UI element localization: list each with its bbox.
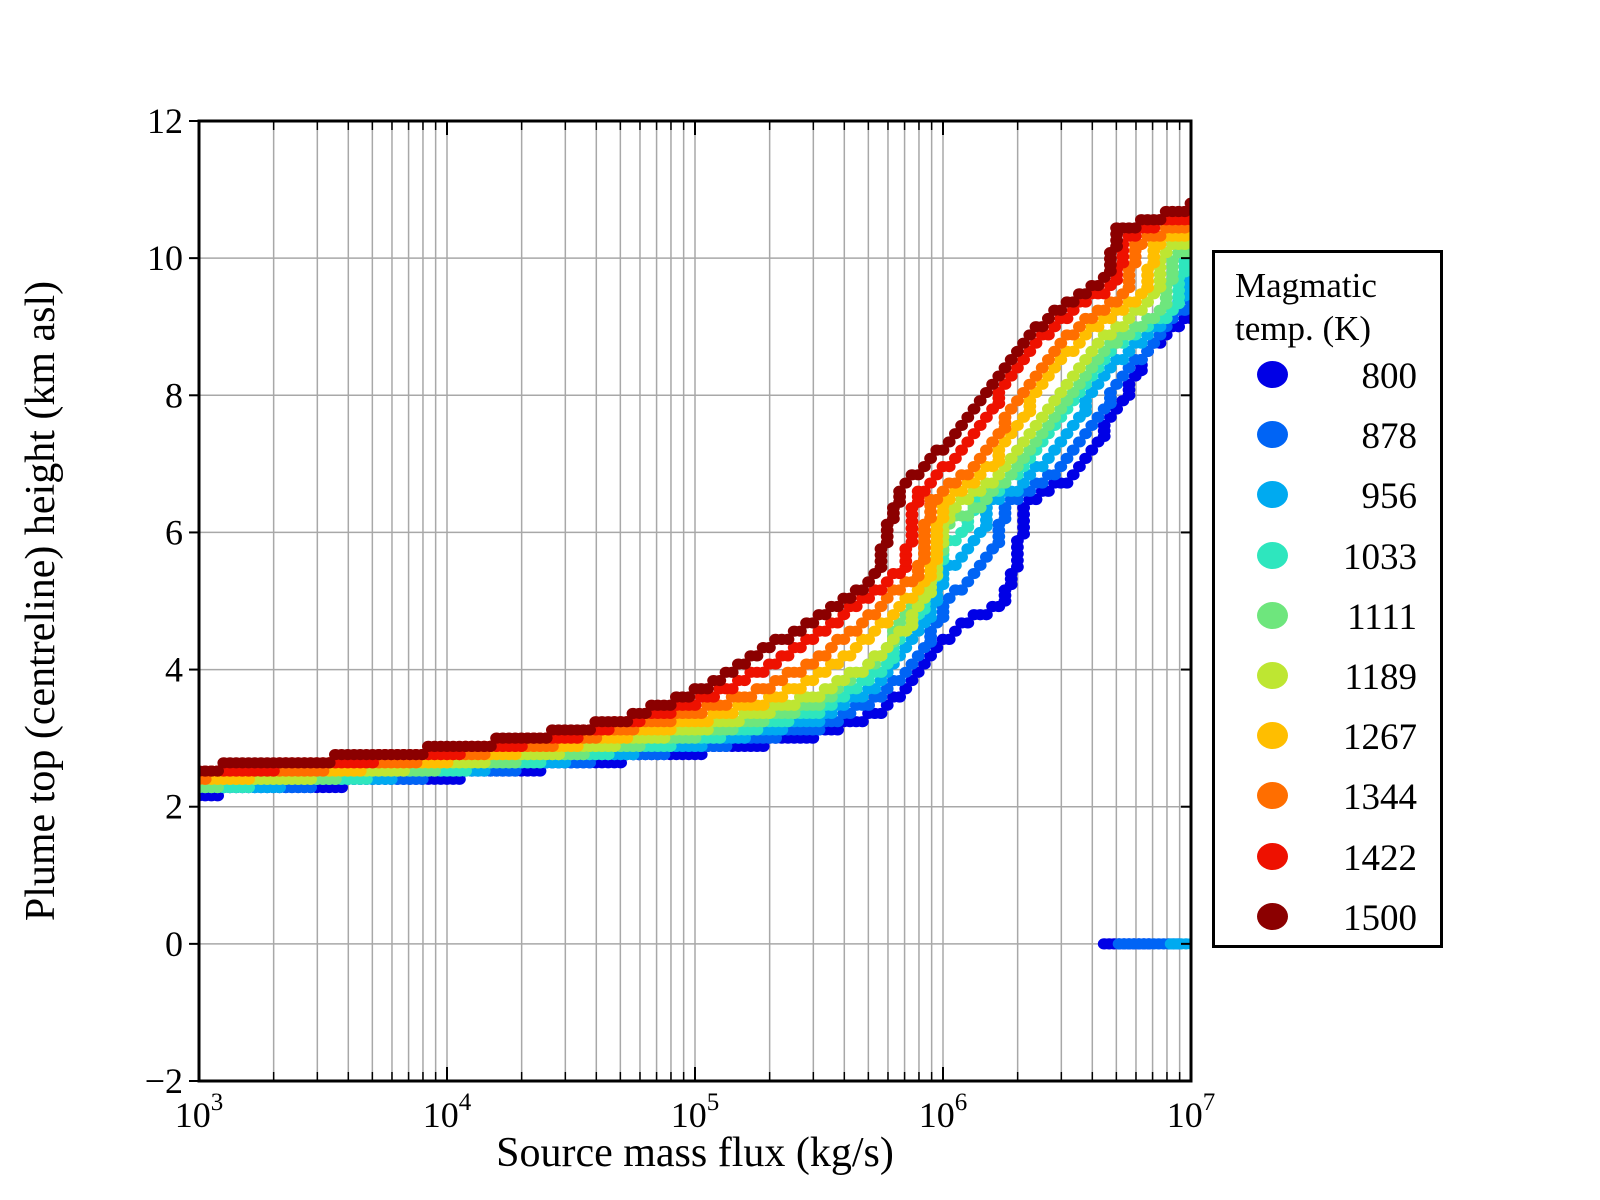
legend-entry-label: 1111 xyxy=(1347,596,1417,638)
legend-entry: 1267 xyxy=(1215,716,1440,759)
y-tick-label: 4 xyxy=(165,650,183,690)
legend: Magmatic temp. (K) 800 878 956 1033 1111 1189… xyxy=(1212,250,1443,948)
y-tick-label: 8 xyxy=(165,375,183,415)
legend-dot-1111 xyxy=(1257,601,1288,629)
y-tick-label: 2 xyxy=(165,787,183,827)
legend-dot-1189 xyxy=(1257,662,1288,689)
y-tick-label: 10 xyxy=(147,238,183,278)
y-axis-label: Plume top (centreline) height (km asl) xyxy=(18,281,64,921)
legend-entry: 1344 xyxy=(1215,776,1440,819)
x-tick-label: 106 xyxy=(919,1089,968,1135)
legend-entry-label: 1500 xyxy=(1343,897,1417,939)
x-tick-label: 104 xyxy=(423,1089,472,1135)
series-dots-1500 xyxy=(199,197,1191,777)
legend-entry: 1422 xyxy=(1215,837,1440,879)
axes-frame xyxy=(189,119,1193,1083)
y-tick-label: −2 xyxy=(145,1061,183,1101)
scatter-dots xyxy=(199,197,1191,950)
legend-entry-label: 800 xyxy=(1361,356,1418,397)
x-tick-label: 103 xyxy=(175,1089,224,1135)
x-tick-label: 105 xyxy=(671,1089,720,1135)
legend-entry: 1033 xyxy=(1215,536,1440,578)
legend-entry: 1500 xyxy=(1215,897,1440,939)
x-tick-label: 107 xyxy=(1167,1089,1216,1135)
legend-entry-label: 878 xyxy=(1361,416,1418,458)
y-tick-label: 6 xyxy=(165,512,183,552)
legend-dot-1267 xyxy=(1257,722,1288,750)
grid-lines xyxy=(198,121,1192,1081)
legend-dot-956 xyxy=(1257,481,1288,509)
legend-entry-label: 1033 xyxy=(1343,536,1417,578)
legend-dot-878 xyxy=(1257,421,1288,449)
legend-dot-1344 xyxy=(1257,782,1288,810)
x-axis-label: Source mass flux (kg/s) xyxy=(496,1130,894,1176)
legend-entry: 1189 xyxy=(1215,656,1440,698)
legend-entry: 878 xyxy=(1215,415,1440,458)
legend-title: Magmatic temp. (K) xyxy=(1235,265,1377,350)
y-tick-label: 12 xyxy=(147,101,183,141)
legend-dot-800 xyxy=(1257,361,1288,388)
legend-entry-label: 1267 xyxy=(1343,717,1417,759)
legend-dot-1500 xyxy=(1257,902,1288,930)
legend-dot-1422 xyxy=(1257,842,1288,870)
legend-dot-1033 xyxy=(1257,541,1288,569)
legend-entry-label: 1422 xyxy=(1343,837,1417,879)
legend-entry-label: 956 xyxy=(1361,476,1418,518)
legend-entry: 956 xyxy=(1215,475,1440,518)
legend-entry: 800 xyxy=(1215,355,1440,397)
legend-entry-label: 1344 xyxy=(1343,777,1417,819)
series-dots-1422 xyxy=(199,214,1191,777)
legend-entry: 1111 xyxy=(1215,596,1440,638)
legend-entry-label: 1189 xyxy=(1344,657,1417,698)
legend-title-line2: temp. (K) xyxy=(1235,308,1372,348)
y-tick-label: 0 xyxy=(165,924,183,964)
legend-title-line1: Magmatic xyxy=(1235,266,1377,305)
